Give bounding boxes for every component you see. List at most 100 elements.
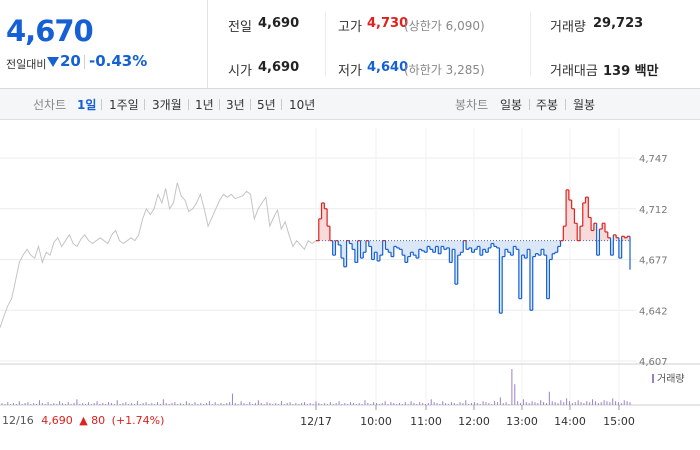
change-divider — [84, 55, 85, 69]
price-area-segment — [602, 223, 606, 241]
trade-amount-label: 거래대금 — [550, 64, 598, 79]
down-triangle-icon — [47, 57, 59, 67]
x-tick-label: 14:00 — [554, 415, 586, 428]
tab-divider — [219, 99, 220, 110]
upper-limit-text: (상한가 6,090) — [404, 19, 485, 33]
price-area-segment — [618, 240, 622, 259]
price-area-segment — [407, 240, 411, 257]
tab-divider — [188, 99, 189, 110]
price-area-segment — [460, 240, 464, 253]
price-area-segment — [471, 240, 475, 253]
prev-close-label: 전일 — [228, 20, 252, 35]
change-rate: -0.43% — [89, 52, 148, 70]
price-area-segment — [504, 240, 509, 250]
price-area-segment — [324, 208, 328, 241]
open-value: 4,690 — [258, 60, 300, 75]
low-label: 저가 — [338, 64, 362, 79]
price-area-segment — [438, 240, 442, 254]
price-area-segment — [432, 240, 436, 253]
price-area-segment — [482, 240, 486, 250]
price-area-segment — [466, 240, 470, 250]
price-area-segment — [604, 231, 609, 241]
prev-day-date: 12/16 — [2, 414, 34, 427]
line-chart-label: 선차트 — [33, 98, 67, 112]
current-price: 4,670 — [6, 14, 94, 48]
price-area-segment — [379, 240, 383, 256]
chart-grid — [0, 128, 700, 406]
price-area-segment — [496, 240, 500, 248]
price-area-segment — [616, 237, 620, 241]
price-area-segment — [371, 240, 375, 260]
price-area — [318, 189, 631, 314]
period-tab-5y[interactable]: 5년 — [257, 98, 276, 112]
price-area-segment — [446, 240, 450, 248]
period-tab-1d[interactable]: 1일 — [77, 98, 97, 112]
price-area-segment — [377, 240, 381, 261]
price-area-segment — [521, 240, 525, 256]
y-tick-label: 4,607 — [639, 357, 668, 368]
price-area-segment — [591, 230, 595, 241]
price-area-segment — [607, 237, 611, 241]
price-area-segment — [499, 240, 503, 314]
x-tick-label: 11:00 — [410, 415, 442, 428]
volume-value: 29,723 — [593, 16, 644, 31]
candle-tab-monthly[interactable]: 월봉 — [573, 98, 596, 112]
volume-legend-swatch — [652, 374, 654, 383]
prev-day-close: 4,690 — [41, 414, 73, 427]
price-area-segment — [418, 240, 422, 250]
candle-tab-daily[interactable]: 일봉 — [500, 98, 523, 112]
tab-divider — [144, 99, 145, 110]
intraday-price-chart[interactable]: 4,747 4,712 4,677 4,642 4,607 12/17 10:00 11:0… — [0, 120, 700, 450]
price-area-segment — [491, 240, 495, 244]
period-tab-10y[interactable]: 10년 — [289, 98, 316, 112]
price-box — [0, 0, 208, 88]
price-area-segment — [435, 240, 439, 247]
price-area-segment — [416, 240, 420, 259]
price-area-segment — [449, 240, 453, 263]
open-label: 시가 — [228, 64, 252, 79]
high-value: 4,730 — [367, 16, 409, 31]
lower-limit-text: (하한가 3,285) — [404, 63, 485, 77]
price-area-segment — [410, 240, 414, 253]
price-area-segment — [488, 240, 492, 248]
change-value: 20 — [60, 52, 81, 70]
period-tab-3m[interactable]: 3개월 — [152, 98, 182, 112]
price-area-segment — [321, 202, 325, 241]
price-area-segment — [582, 202, 586, 241]
price-area-segment — [399, 240, 403, 250]
price-area-segment — [568, 200, 572, 241]
price-area-segment — [516, 240, 520, 250]
column-divider — [325, 12, 326, 76]
price-area-segment — [338, 240, 342, 245]
tab-divider — [281, 99, 282, 110]
tab-divider — [101, 99, 102, 110]
price-area-segment — [396, 240, 400, 248]
price-area-segment — [427, 240, 431, 247]
volume-label: 거래량 — [550, 20, 586, 35]
candle-tab-weekly[interactable]: 주봉 — [536, 98, 559, 112]
period-tab-1w[interactable]: 1주일 — [109, 98, 139, 112]
x-tick-label: 15:00 — [603, 415, 635, 428]
price-area-segment — [441, 240, 445, 247]
price-area-segment — [360, 240, 364, 259]
prev-day-price-line — [0, 182, 317, 328]
prev-close-value: 4,690 — [258, 16, 300, 31]
price-area-segment — [543, 240, 547, 256]
price-area-segment — [474, 240, 478, 250]
price-area-segment — [327, 226, 331, 241]
price-area-segment — [402, 240, 406, 256]
price-area-segment — [541, 240, 545, 250]
period-tab-1y[interactable]: 1년 — [195, 98, 214, 112]
prev-day-rate: (+1.74%) — [112, 414, 165, 427]
period-tab-3y[interactable]: 3년 — [226, 98, 245, 112]
up-triangle-icon: ▲ — [79, 414, 88, 427]
price-area-segment — [421, 240, 425, 251]
price-area-segment — [574, 223, 578, 241]
price-area-segment — [468, 240, 472, 248]
price-area-segment — [318, 218, 322, 241]
price-area-segment — [349, 240, 353, 244]
price-area-segment — [557, 240, 561, 247]
price-area-segment — [538, 240, 542, 256]
price-area-segment — [454, 240, 459, 285]
price-area-segment — [596, 240, 600, 256]
